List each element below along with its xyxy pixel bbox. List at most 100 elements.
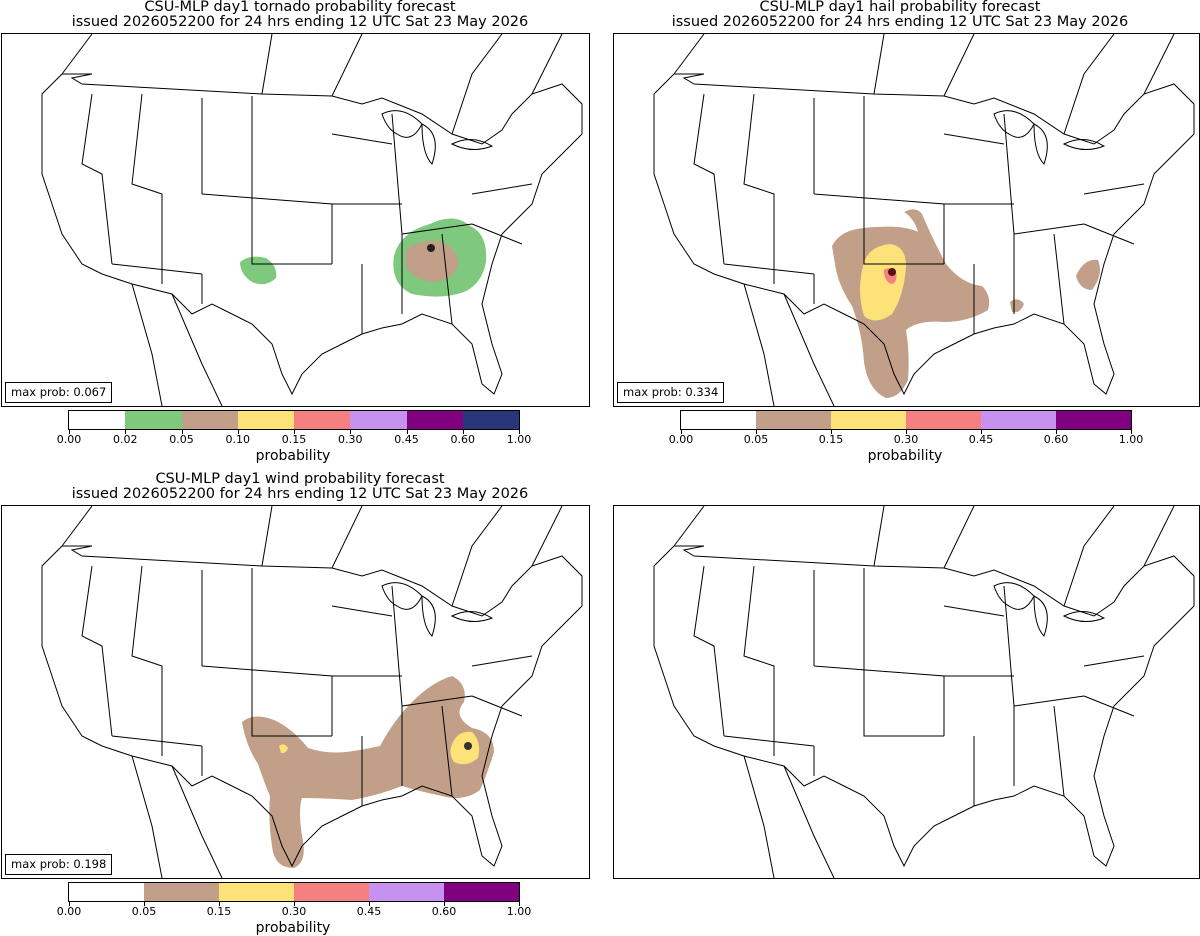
prob-area-hail-5pct-east-b xyxy=(1010,299,1024,313)
colorbar-segment xyxy=(980,411,1056,429)
colorbar-tickmark xyxy=(237,430,239,434)
prob-area-tornado-2pct-west xyxy=(240,256,277,285)
max-prob-marker xyxy=(464,742,472,750)
colorbar-tick-label: 0.00 xyxy=(668,433,694,446)
colorbar-segment xyxy=(406,411,463,429)
colorbar-tickmark xyxy=(981,430,982,434)
border-lines xyxy=(81,565,533,806)
us-boundary xyxy=(41,545,583,868)
colorbar-tick-label: 0.60 xyxy=(450,433,476,446)
title-line-1: CSU-MLP day1 wind probability forecast xyxy=(155,471,445,487)
colorbar-tickmark xyxy=(219,902,220,906)
border-lines xyxy=(693,93,1145,334)
colorbar-tick-label: 0.15 xyxy=(818,433,844,446)
panel-title: CSU-MLP day1 hail probability forecast i… xyxy=(600,0,1200,30)
colorbar-segment xyxy=(69,411,126,429)
prob-area-hail-15pct xyxy=(860,244,906,321)
prob-area-hail-5pct xyxy=(832,209,990,398)
colorbar-tickmark xyxy=(831,430,832,434)
panel-hail: CSU-MLP day1 hail probability forecast i… xyxy=(600,0,1200,468)
colorbar-segment xyxy=(1055,411,1131,429)
border-lines xyxy=(993,110,1106,165)
colorbar-tick-label: 0.05 xyxy=(169,433,194,446)
colorbar-segment xyxy=(368,883,444,901)
us-boundary xyxy=(41,73,583,396)
colorbar-tick-label: 1.00 xyxy=(506,905,532,918)
title-line-2: issued 2026052200 for 24 hrs ending 12 U… xyxy=(71,14,529,30)
title-line-2: issued 2026052200 for 24 hrs ending 12 U… xyxy=(71,486,529,502)
colorbar-segment xyxy=(181,411,238,429)
border-lines xyxy=(673,34,1175,135)
max-prob-box: max prob: 0.067 xyxy=(5,382,113,403)
panel-title: CSU-MLP day1 wind probability forecast i… xyxy=(0,472,600,502)
colorbar-tick-label: 0.05 xyxy=(743,433,769,446)
colorbar-tick-label: 0.45 xyxy=(356,905,382,918)
colorbar-tick-label: 0.30 xyxy=(281,905,307,918)
colorbar-tickmark xyxy=(1056,430,1057,434)
colorbar-segment xyxy=(294,411,351,429)
colorbar-hail xyxy=(680,410,1132,430)
colorbar-segment xyxy=(681,411,756,429)
colorbar-tick-label: 0.60 xyxy=(431,905,457,918)
colorbar-tickmark xyxy=(681,430,682,434)
colorbar-tickmark xyxy=(350,430,352,434)
panel-blank xyxy=(600,468,1200,936)
colorbar-tick-label: 0.60 xyxy=(1043,433,1069,446)
colorbar-tickmark xyxy=(444,902,445,906)
colorbar-tickmark xyxy=(1131,430,1132,434)
colorbar-tick-label: 0.00 xyxy=(56,905,82,918)
border-lines xyxy=(993,582,1106,637)
colorbar-segment xyxy=(462,411,519,429)
colorbar-segment xyxy=(350,411,407,429)
colorbar-tickmark xyxy=(519,430,520,434)
title-line-1: CSU-MLP day1 hail probability forecast xyxy=(759,0,1041,15)
prob-area-wind-15pct-west xyxy=(279,744,288,754)
colorbar-tick-label: 1.00 xyxy=(506,433,532,446)
border-lines xyxy=(81,93,533,334)
prob-area-tornado-5pct xyxy=(406,241,459,282)
prob-fill-tornado xyxy=(240,218,487,297)
colorbar-tick-label: 0.02 xyxy=(113,433,138,446)
colorbar-tickmark xyxy=(69,902,70,906)
panel-tornado: CSU-MLP day1 tornado probability forecas… xyxy=(0,0,600,468)
colorbar-tick-label: 1.00 xyxy=(1118,433,1144,446)
colorbar-segment xyxy=(830,411,906,429)
colorbar-label: probability xyxy=(255,448,331,464)
colorbar-label: probability xyxy=(255,920,331,936)
colorbar-label: probability xyxy=(867,448,943,464)
colorbar-tickmark xyxy=(69,430,70,434)
colorbar-segment xyxy=(293,883,369,901)
border-lines xyxy=(61,34,563,135)
colorbar-tickmark xyxy=(369,902,370,906)
map-blank xyxy=(613,505,1200,879)
colorbar-tickmark xyxy=(294,430,295,434)
title-line-1: CSU-MLP day1 tornado probability forecas… xyxy=(144,0,456,15)
colorbar-tornado xyxy=(68,410,520,430)
colorbar-tickmark xyxy=(519,902,520,906)
colorbar-tickmark xyxy=(144,902,145,906)
colorbar-tickmark xyxy=(125,430,127,434)
colorbar-tick-label: 0.45 xyxy=(394,433,419,446)
border-lines xyxy=(61,506,563,607)
max-prob-box: max prob: 0.334 xyxy=(617,382,725,403)
colorbar-wind xyxy=(68,882,520,902)
colorbar-tickmark xyxy=(756,430,757,434)
border-lines xyxy=(381,582,494,637)
border-lines xyxy=(743,755,835,878)
border-lines xyxy=(381,110,494,165)
prob-fill-hail xyxy=(832,209,1100,398)
map-tornado: max prob: 0.067 xyxy=(1,33,590,407)
colorbar-segment xyxy=(143,883,219,901)
colorbar-tick-label: 0.10 xyxy=(225,433,251,446)
colorbar-segment xyxy=(443,883,519,901)
colorbar-tick-label: 0.30 xyxy=(893,433,919,446)
colorbar-tick-label: 0.15 xyxy=(206,905,232,918)
colorbar-tick-label: 0.30 xyxy=(338,433,363,446)
colorbar-segment xyxy=(905,411,981,429)
colorbar-tickmark xyxy=(406,430,408,434)
border-lines xyxy=(673,506,1175,607)
panel-title: CSU-MLP day1 tornado probability forecas… xyxy=(0,0,600,30)
border-lines xyxy=(131,283,223,406)
colorbar-tick-label: 0.45 xyxy=(968,433,994,446)
colorbar-segment xyxy=(237,411,294,429)
